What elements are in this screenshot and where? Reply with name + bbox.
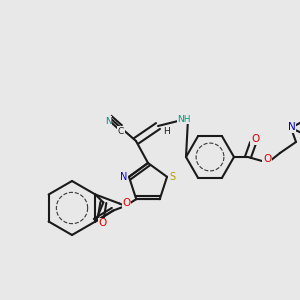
Text: O: O bbox=[122, 199, 130, 208]
Text: N: N bbox=[288, 122, 296, 132]
Text: C: C bbox=[118, 127, 124, 136]
Text: N: N bbox=[105, 116, 111, 125]
Text: H: H bbox=[163, 127, 170, 136]
Text: NH: NH bbox=[177, 115, 191, 124]
Text: O: O bbox=[251, 134, 259, 144]
Text: O: O bbox=[98, 218, 106, 229]
Text: O: O bbox=[263, 154, 271, 164]
Text: N: N bbox=[120, 172, 128, 182]
Text: S: S bbox=[169, 172, 175, 182]
